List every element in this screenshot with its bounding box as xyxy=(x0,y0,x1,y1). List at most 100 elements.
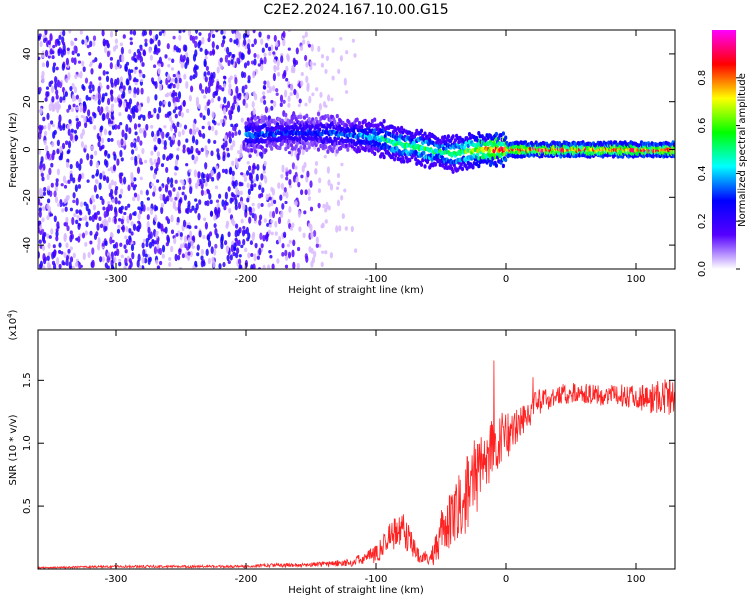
heatmap-cell xyxy=(294,199,298,207)
heatmap-cell xyxy=(232,125,236,131)
heatmap-cell xyxy=(145,189,149,196)
heatmap-cell xyxy=(128,49,132,54)
heatmap-cell xyxy=(188,94,192,102)
heatmap-cell xyxy=(178,123,182,128)
ridge-cell xyxy=(305,113,309,119)
heatmap-cell xyxy=(87,208,91,216)
heatmap-cell xyxy=(177,91,182,100)
heatmap-cell xyxy=(281,164,285,173)
heatmap-cell xyxy=(123,244,127,250)
heatmap-cell xyxy=(144,257,148,264)
ridge-cell xyxy=(426,141,431,147)
heatmap-cell xyxy=(54,39,58,47)
heatmap-cell xyxy=(248,173,253,181)
heatmap-cell xyxy=(83,201,87,206)
heatmap-cell xyxy=(135,226,139,232)
heatmap-cell xyxy=(38,86,42,92)
heatmap-cell xyxy=(289,92,293,97)
heatmap-cell xyxy=(88,96,92,101)
heatmap-cell xyxy=(343,77,347,86)
ridge-cell xyxy=(451,169,455,174)
heatmap-cell xyxy=(295,47,299,55)
heatmap-cell xyxy=(252,107,256,116)
heatmap-cell xyxy=(254,242,258,249)
heatmap-cell xyxy=(170,229,175,235)
heatmap-cell xyxy=(281,243,285,249)
heatmap-cell xyxy=(309,180,313,188)
heatmap-cell xyxy=(56,148,60,155)
ridge-cell xyxy=(504,135,508,140)
heatmap-cell xyxy=(67,149,71,154)
heatmap-cell xyxy=(228,109,232,116)
heatmap-cell xyxy=(53,190,57,198)
heatmap-cell xyxy=(60,183,64,187)
ridge-cell xyxy=(371,123,376,128)
ridge-cell xyxy=(339,145,343,151)
heatmap-cell xyxy=(93,124,97,131)
heatmap-cell xyxy=(226,152,231,158)
heatmap-cell xyxy=(168,262,172,267)
heatmap-cell xyxy=(263,160,267,167)
heatmap-cell xyxy=(78,217,82,222)
heatmap-cell xyxy=(114,124,118,130)
heatmap-cell xyxy=(211,41,215,49)
heatmap-cell xyxy=(158,31,162,36)
heatmap-cell xyxy=(176,193,180,198)
ridge-cell xyxy=(452,162,456,168)
heatmap-cell xyxy=(260,97,264,104)
heatmap-cell xyxy=(256,54,260,59)
heatmap-cell xyxy=(91,247,95,255)
heatmap-cell xyxy=(141,256,145,264)
heatmap-cell xyxy=(97,85,101,94)
heatmap-cell xyxy=(226,254,230,262)
heatmap-cell xyxy=(223,96,227,104)
heatmap-cell xyxy=(128,127,132,135)
ridge-cell xyxy=(324,144,328,150)
heatmap-cell xyxy=(339,55,343,62)
heatmap-cell xyxy=(109,166,113,171)
heatmap-cell xyxy=(50,80,54,85)
heatmap-cell xyxy=(230,144,234,151)
heatmap-cell xyxy=(230,123,234,128)
heatmap-cell xyxy=(152,172,156,180)
heatmap-cell xyxy=(52,65,56,73)
heatmap-cell xyxy=(39,41,43,48)
heatmap-cell xyxy=(195,101,200,107)
heatmap-cell xyxy=(188,225,192,230)
heatmap-cell xyxy=(279,102,283,108)
heatmap-cell xyxy=(353,53,357,58)
heatmap-cell xyxy=(246,60,250,66)
heatmap-cell xyxy=(110,264,115,269)
heatmap-cell xyxy=(320,62,324,68)
heatmap-cell xyxy=(142,50,147,57)
heatmap-cell xyxy=(58,155,62,161)
heatmap-cell xyxy=(126,102,130,107)
ridge-cell xyxy=(443,165,447,170)
heatmap-cell xyxy=(320,54,325,59)
ridge-cell xyxy=(294,144,298,149)
heatmap-cell xyxy=(221,144,225,149)
heatmap-cell xyxy=(136,87,140,96)
ridge-cell xyxy=(299,114,303,120)
snr-y-label: SNR (10 * v/v) xyxy=(8,414,19,485)
heatmap-cell xyxy=(297,246,301,252)
heatmap-cell xyxy=(129,37,133,41)
heatmap-cell xyxy=(176,81,180,90)
heatmap-cell xyxy=(175,154,180,161)
heatmap-cell xyxy=(107,153,111,159)
heatmap-cell xyxy=(65,57,69,66)
heatmap-cell xyxy=(206,200,210,207)
ridge-cell xyxy=(335,149,339,154)
heatmap-cell xyxy=(261,187,265,194)
y-tick-label: 0.5 xyxy=(22,498,33,514)
heatmap-cell xyxy=(224,54,228,63)
colorbar-tick-label: 0.0 xyxy=(697,261,708,277)
heatmap-cell xyxy=(195,139,199,146)
heatmap-cell xyxy=(215,199,220,203)
heatmap-cell xyxy=(157,67,161,75)
ridge-cell xyxy=(264,148,268,153)
ridge-cell xyxy=(492,148,496,154)
heatmap-cell xyxy=(232,53,236,58)
heatmap-cell xyxy=(207,240,212,248)
heatmap-cell xyxy=(251,207,256,213)
